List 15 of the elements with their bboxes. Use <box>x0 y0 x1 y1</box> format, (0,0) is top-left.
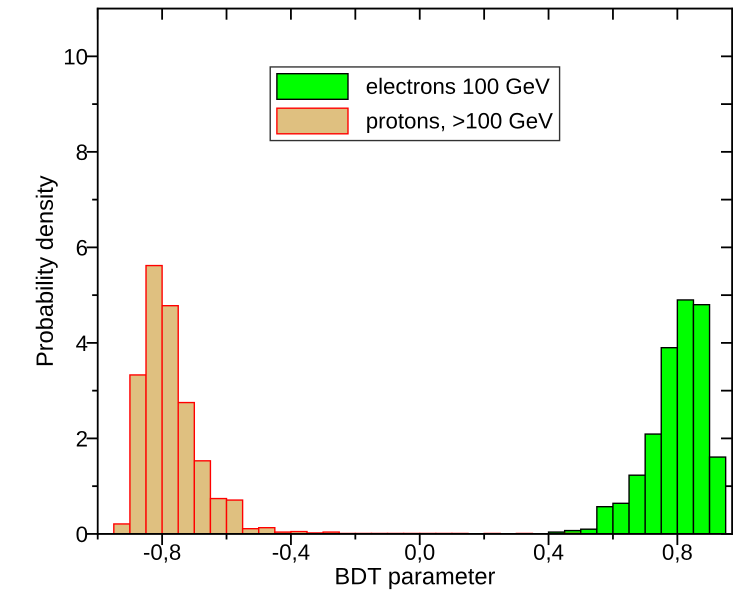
y-tick-label: 0 <box>76 526 88 542</box>
y-tick-label: 8 <box>76 144 88 160</box>
legend-label: protons, >100 GeV <box>367 112 553 134</box>
x-axis-title: BDT parameter <box>336 568 496 590</box>
x-tick-label: 0,4 <box>534 544 564 563</box>
x-tick-label: -0,8 <box>144 544 180 563</box>
y-tick-label: 2 <box>76 430 87 446</box>
x-tick-label: -0,4 <box>272 544 310 563</box>
legend-label: electrons 100 GeV <box>366 78 550 94</box>
y-tick-label: 10 <box>64 48 88 65</box>
y-tick-label: 4 <box>76 336 88 351</box>
y-tick-label: 6 <box>76 240 88 256</box>
x-tick-label: 0,0 <box>405 544 434 563</box>
x-tick-label: 0,8 <box>662 544 692 563</box>
y-axis-title: Probability density <box>36 175 58 366</box>
